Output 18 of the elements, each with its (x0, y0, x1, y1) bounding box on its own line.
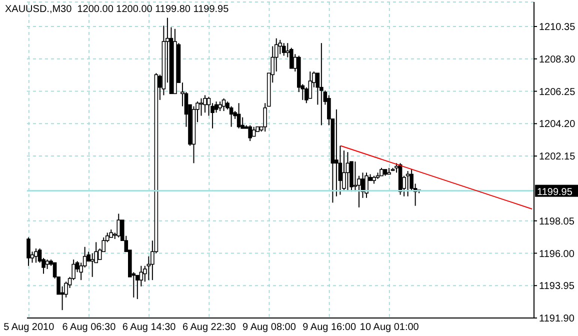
y-tick-label: 1193.95 (539, 281, 575, 292)
y-tick-label: 1198.05 (539, 216, 575, 228)
x-tick-label: 6 Aug 22:30 (182, 322, 236, 333)
x-tick-label: 9 Aug 08:00 (242, 322, 296, 333)
x-tick-label: 5 Aug 2010 (4, 322, 55, 333)
y-tick-label: 1196.00 (539, 248, 575, 260)
y-tick-label: 1210.35 (539, 22, 576, 34)
x-tick-label: 10 Aug 01:00 (360, 322, 420, 333)
y-tick-label: 1206.25 (539, 86, 576, 98)
ref-line-label: 1199.95 (537, 186, 573, 198)
chart-title: XAUUSD.,M30 1200.00 1200.00 1199.80 1199.95 (5, 4, 229, 15)
y-tick-label: 1208.30 (539, 54, 576, 66)
x-tick-label: 9 Aug 16:00 (302, 322, 356, 333)
x-tick-label: 6 Aug 14:30 (122, 322, 176, 333)
y-tick-label: 1191.90 (539, 314, 575, 325)
y-tick-label: 1202.15 (539, 152, 576, 163)
y-tick-label: 1204.20 (539, 119, 576, 130)
x-tick-label: 6 Aug 06:30 (62, 322, 116, 333)
